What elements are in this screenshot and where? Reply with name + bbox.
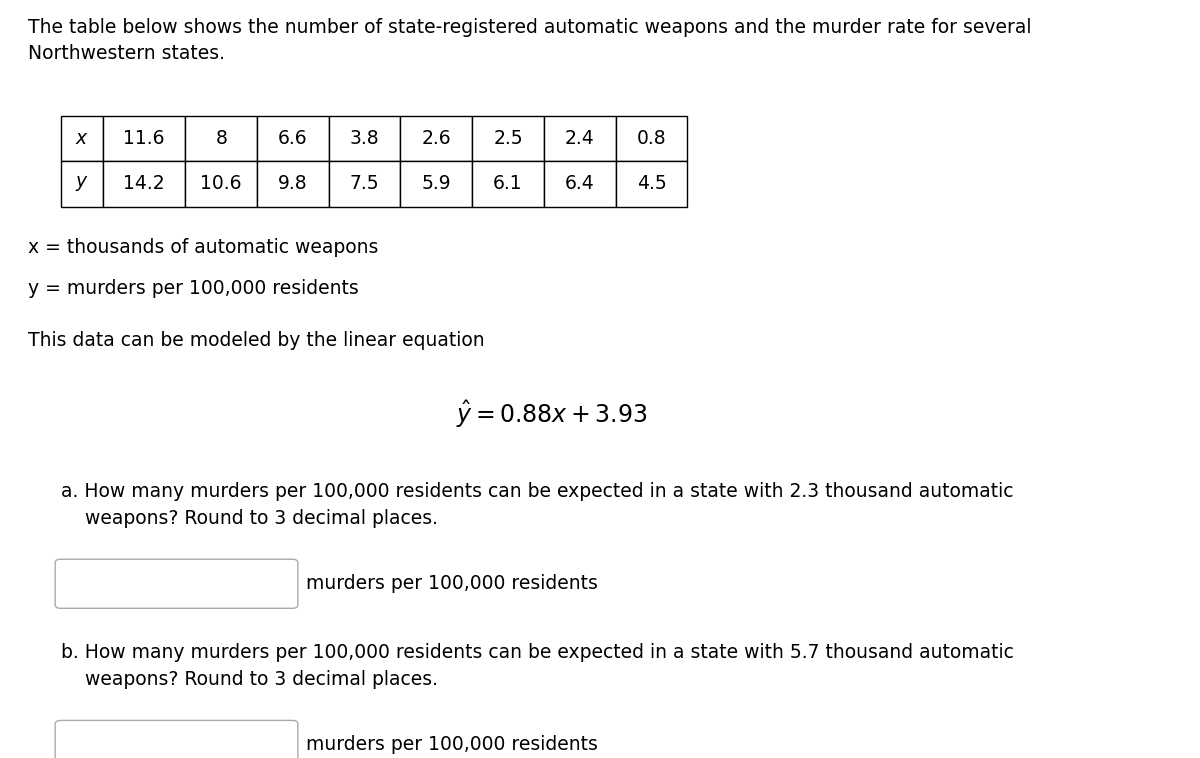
Bar [61,116,103,161]
Bar [401,116,472,161]
Bar [329,116,401,161]
Text: y = murders per 100,000 residents: y = murders per 100,000 residents [28,279,359,298]
Text: 4.5: 4.5 [636,174,666,193]
Bar [616,116,688,161]
Text: 5.9: 5.9 [421,174,451,193]
Text: $\hat{y} = 0.88x + 3.93$: $\hat{y} = 0.88x + 3.93$ [456,398,647,430]
Text: 14.2: 14.2 [124,174,164,193]
Text: 2.4: 2.4 [565,129,595,148]
Text: This data can be modeled by the linear equation: This data can be modeled by the linear e… [28,331,485,350]
Text: 2.6: 2.6 [421,129,451,148]
Bar [185,161,257,207]
Text: 9.8: 9.8 [278,174,307,193]
Text: 6.4: 6.4 [565,174,595,193]
FancyBboxPatch shape [55,720,298,758]
Text: murders per 100,000 residents: murders per 100,000 residents [306,735,598,754]
Text: b. How many murders per 100,000 residents can be expected in a state with 5.7 th: b. How many murders per 100,000 resident… [61,644,1014,689]
Text: 6.6: 6.6 [278,129,307,148]
Text: 0.8: 0.8 [637,129,666,148]
Bar [401,161,472,207]
Bar [61,161,103,207]
Bar [472,116,544,161]
Bar [103,116,185,161]
Bar [329,161,401,207]
Bar [185,116,257,161]
Bar [544,116,616,161]
Text: murders per 100,000 residents: murders per 100,000 residents [306,575,598,594]
Bar [257,161,329,207]
Text: 7.5: 7.5 [350,174,379,193]
Bar [257,116,329,161]
Text: a. How many murders per 100,000 residents can be expected in a state with 2.3 th: a. How many murders per 100,000 resident… [61,482,1013,528]
Bar [544,161,616,207]
Text: 11.6: 11.6 [124,129,164,148]
Bar [472,161,544,207]
Text: 8: 8 [215,129,227,148]
FancyBboxPatch shape [55,559,298,609]
Text: $y$: $y$ [74,174,89,193]
Text: The table below shows the number of state-registered automatic weapons and the m: The table below shows the number of stat… [28,17,1031,63]
Text: 2.5: 2.5 [493,129,523,148]
Bar [103,161,185,207]
Text: x = thousands of automatic weapons: x = thousands of automatic weapons [28,238,378,257]
Text: 10.6: 10.6 [200,174,242,193]
Bar [616,161,688,207]
Text: 3.8: 3.8 [350,129,379,148]
Text: 6.1: 6.1 [493,174,523,193]
Text: $x$: $x$ [74,129,89,148]
